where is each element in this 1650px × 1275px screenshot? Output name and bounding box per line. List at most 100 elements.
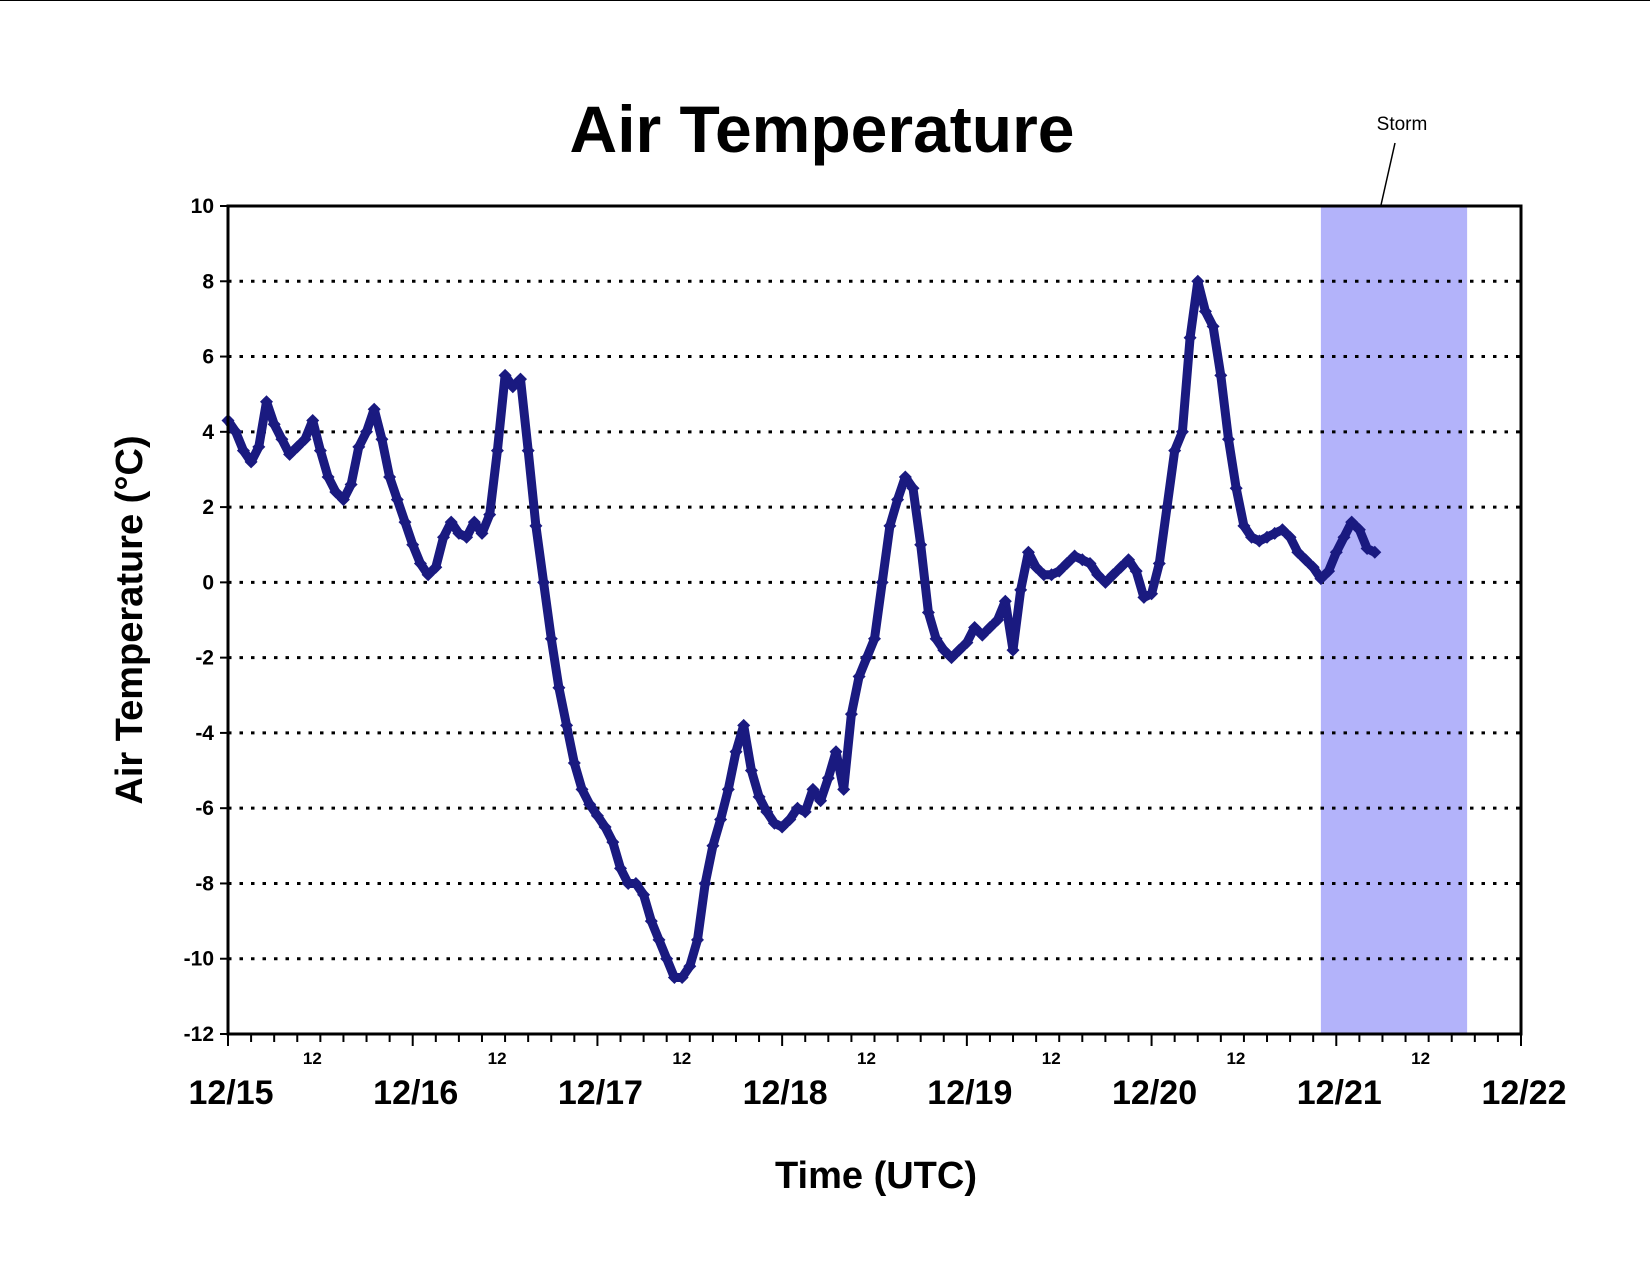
x-date-label: 12/20 [1112, 1074, 1197, 1112]
x-date-label: 12/17 [558, 1074, 643, 1112]
data-point [1337, 530, 1351, 544]
x-date-label: 12/22 [1481, 1074, 1566, 1112]
data-point [529, 519, 543, 533]
data-point [652, 933, 666, 947]
data-point [1198, 304, 1212, 318]
storm-label: Storm [1377, 114, 1428, 135]
data-point [1129, 564, 1143, 578]
data-point [621, 877, 635, 890]
data-point [952, 643, 966, 657]
data-point [683, 959, 697, 973]
data-point [290, 440, 304, 454]
data-point [937, 643, 951, 657]
top-border-line [0, 0, 1650, 1]
data-point [1352, 523, 1366, 537]
data-point [1083, 557, 1097, 570]
series-line [223, 276, 1380, 982]
data-point [1322, 564, 1336, 578]
data-point [1168, 444, 1182, 458]
data-point [1006, 643, 1020, 657]
y-tick-label: -6 [195, 797, 214, 820]
y-tick-label: 2 [202, 496, 214, 519]
data-point [275, 432, 289, 446]
data-point [752, 790, 766, 804]
data-point [244, 455, 258, 469]
data-point [667, 971, 681, 984]
data-point [521, 444, 535, 458]
data-point [252, 440, 266, 454]
data-point [998, 594, 1012, 608]
data-point [483, 508, 497, 522]
data-point [506, 380, 520, 394]
y-tick-label: 10 [191, 195, 214, 218]
data-point [1314, 572, 1328, 586]
data-point [883, 519, 897, 533]
data-point [660, 952, 674, 966]
data-point [560, 718, 574, 732]
data-point [975, 628, 989, 642]
data-point [921, 606, 935, 619]
y-tick-label: 0 [202, 571, 214, 594]
chart-title: Air Temperature [570, 92, 1075, 166]
data-point [968, 621, 982, 634]
y-tick-label: -4 [195, 722, 214, 745]
data-point [1060, 557, 1074, 570]
data-point [367, 402, 381, 416]
x-axis-label: Time (UTC) [775, 1155, 977, 1197]
data-point [891, 493, 905, 507]
data-point [1029, 560, 1043, 574]
data-point [837, 782, 851, 796]
y-tick-label: -10 [184, 948, 214, 971]
data-point [344, 478, 358, 491]
data-point [537, 575, 551, 589]
data-point [583, 797, 597, 811]
x-axis: 12 12 12 12 12 12 12 12/15 12/16 12/17 12/18 12/19 1… [188, 1034, 1567, 1112]
storm-label-leader [1380, 142, 1396, 206]
data-point [1345, 515, 1359, 529]
y-tick-label: -12 [184, 1023, 214, 1046]
data-point [760, 805, 774, 819]
data-point [398, 515, 412, 529]
data-point [783, 813, 797, 826]
data-point [1237, 519, 1251, 533]
data-point [1098, 575, 1112, 589]
data-point [714, 813, 728, 826]
data-point [298, 432, 312, 446]
data-point [852, 670, 866, 683]
data-point [390, 493, 404, 507]
midday-tick-label: 12 [672, 1049, 691, 1068]
data-point [1275, 523, 1289, 537]
data-point [544, 632, 558, 646]
storm-annotation: Storm [1320, 114, 1468, 1034]
data-point [267, 417, 281, 431]
data-point [1014, 583, 1028, 597]
data-point [306, 414, 320, 427]
y-tick-label: -2 [195, 647, 214, 670]
data-point [429, 560, 443, 574]
data-point [1368, 545, 1382, 559]
data-point [983, 621, 997, 634]
y-tick-label: -8 [195, 872, 214, 895]
x-date-label: 12/18 [743, 1074, 828, 1112]
data-point [383, 470, 397, 484]
data-point [421, 568, 435, 582]
data-point [1091, 568, 1105, 582]
data-point [960, 636, 974, 650]
data-point [1160, 500, 1174, 514]
data-point [821, 771, 835, 785]
data-point [467, 515, 481, 529]
data-point [575, 782, 589, 796]
y-axis: 10 8 6 4 2 0 -2 -4 -6 -8 -10 -12 [184, 195, 228, 1046]
data-point [614, 861, 627, 875]
data-point [1283, 530, 1297, 544]
data-point [829, 745, 843, 759]
data-point [1122, 553, 1135, 567]
gridlines [228, 279, 1521, 961]
data-point [321, 470, 335, 484]
data-point [1114, 560, 1128, 574]
data-point [260, 395, 273, 409]
data-point [444, 515, 458, 529]
data-point [929, 632, 943, 646]
y-tick-label: 4 [202, 421, 214, 444]
